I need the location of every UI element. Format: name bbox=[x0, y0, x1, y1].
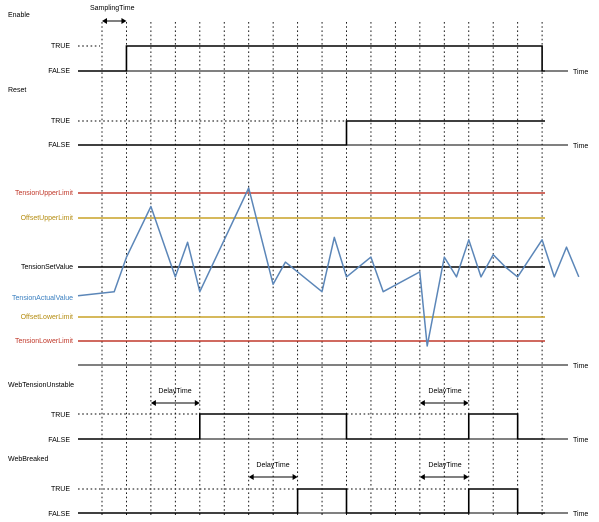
breaked-title: WebBreaked bbox=[8, 456, 48, 463]
offset-lower-limit-label: OffsetLowerLimit bbox=[21, 314, 73, 321]
reset-panel: Reset TRUE FALSE Time bbox=[8, 87, 588, 150]
enable-false-label: FALSE bbox=[48, 68, 70, 75]
delay-arrow-head-right bbox=[463, 474, 469, 480]
breaked-delay-label-1: DelayTime bbox=[256, 462, 289, 469]
breaked-time-label: Time bbox=[573, 511, 588, 518]
unstable-delay-label-2: DelayTime bbox=[428, 388, 461, 395]
reset-signal bbox=[78, 120, 545, 146]
sampling-arrow-head-left bbox=[102, 18, 107, 24]
delay-arrow-head-left bbox=[248, 474, 254, 480]
breaked-true-label: TRUE bbox=[51, 486, 70, 493]
unstable-panel: WebTensionUnstable DelayTime DelayTime T… bbox=[8, 382, 588, 444]
sampling-time-arrow bbox=[102, 18, 127, 24]
sampling-arrow-head-right bbox=[121, 18, 127, 24]
breaked-delay-label-2: DelayTime bbox=[428, 462, 461, 469]
tension-actual-curve bbox=[77, 187, 580, 347]
unstable-title: WebTensionUnstable bbox=[8, 382, 74, 389]
delay-arrow-head-left bbox=[150, 400, 156, 406]
unstable-false-label: FALSE bbox=[48, 437, 70, 444]
breaked-signal bbox=[78, 488, 545, 514]
reset-title: Reset bbox=[8, 87, 26, 94]
delay-arrow-head-right bbox=[463, 400, 469, 406]
tension-upper-limit-label: TensionUpperLimit bbox=[15, 190, 73, 197]
reset-true-label: TRUE bbox=[51, 118, 70, 125]
sampling-time-label: SamplingTime bbox=[90, 5, 135, 12]
sampling-grid bbox=[101, 22, 543, 517]
tension-time-label: Time bbox=[573, 363, 588, 370]
enable-signal bbox=[78, 45, 545, 72]
unstable-signal bbox=[78, 413, 545, 440]
breaked-false-label: FALSE bbox=[48, 511, 70, 518]
tension-panel: TensionUpperLimit OffsetUpperLimit Tensi… bbox=[12, 187, 588, 370]
unstable-true-label: TRUE bbox=[51, 412, 70, 419]
offset-upper-limit-label: OffsetUpperLimit bbox=[21, 215, 73, 222]
tension-setvalue-label: TensionSetValue bbox=[21, 264, 73, 271]
delay-arrow-head-left bbox=[419, 400, 425, 406]
delay-arrow-head-left bbox=[419, 474, 425, 480]
reset-false-label: FALSE bbox=[48, 142, 70, 149]
breaked-delay-markers bbox=[248, 474, 469, 480]
unstable-delay-label-1: DelayTime bbox=[158, 388, 191, 395]
delay-arrow-head-right bbox=[194, 400, 200, 406]
tension-lower-limit-label: TensionLowerLimit bbox=[15, 338, 73, 345]
enable-title: Enable bbox=[8, 12, 30, 19]
unstable-delay-markers bbox=[150, 400, 469, 406]
enable-true-label: TRUE bbox=[51, 43, 70, 50]
delay-arrow-head-right bbox=[292, 474, 298, 480]
reset-time-label: Time bbox=[573, 143, 588, 150]
unstable-time-label: Time bbox=[573, 437, 588, 444]
breaked-panel: WebBreaked DelayTime DelayTime TRUE FALS… bbox=[8, 456, 588, 518]
tension-actual-value-label: TensionActualValue bbox=[12, 295, 73, 302]
enable-panel: Enable TRUE FALSE Time bbox=[8, 12, 588, 76]
enable-time-label: Time bbox=[573, 69, 588, 76]
